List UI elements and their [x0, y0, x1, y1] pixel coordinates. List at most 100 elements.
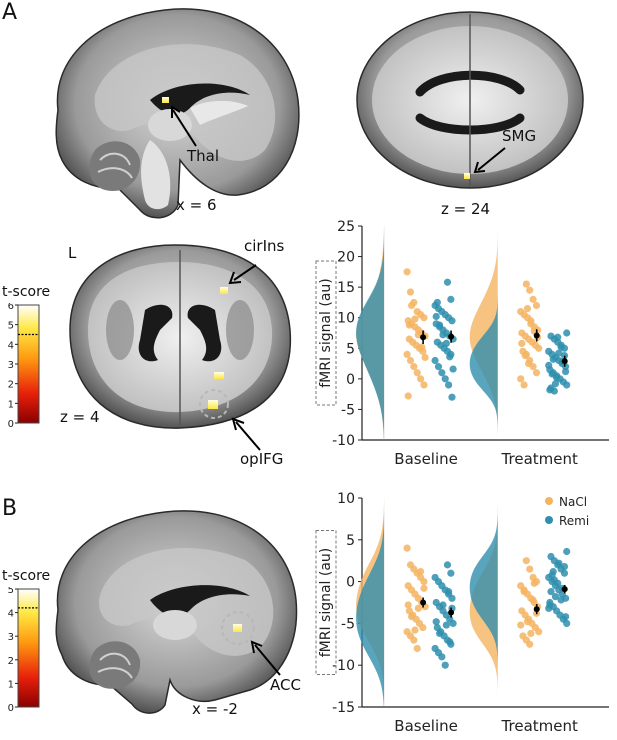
data-point-remi — [446, 353, 454, 361]
y-tick-label: -5 — [341, 616, 355, 632]
data-point-remi — [554, 333, 562, 341]
colorbar-tick-label: 1 — [8, 679, 14, 690]
data-point-nacl — [522, 557, 530, 565]
data-point-remi — [555, 349, 563, 357]
data-point-remi — [439, 331, 447, 339]
data-point-remi — [449, 619, 457, 627]
data-point-remi — [448, 594, 456, 602]
data-point-nacl — [414, 604, 422, 612]
data-point-nacl — [520, 588, 528, 596]
side-label-left: L — [68, 244, 77, 262]
y-tick-label: 5 — [346, 533, 355, 549]
data-point-remi — [434, 363, 443, 371]
colorbar-tick-label: 0 — [8, 703, 14, 714]
data-point-nacl — [406, 288, 415, 296]
data-point-nacl — [405, 321, 413, 329]
data-point-nacl — [420, 578, 428, 586]
data-point-nacl — [420, 381, 428, 389]
legend-label-nacl: NaCl — [559, 495, 587, 509]
data-point-nacl — [523, 304, 532, 313]
data-point-nacl — [518, 339, 526, 347]
data-point-remi — [551, 380, 560, 388]
data-point-remi — [438, 369, 446, 377]
data-point-nacl — [408, 613, 416, 621]
y-tick-label: 10 — [337, 491, 355, 507]
data-point-nacl — [530, 579, 538, 587]
annotation-arrows — [171, 105, 506, 676]
colorbar-tick-label: 6 — [8, 303, 14, 312]
data-point-nacl — [532, 301, 541, 310]
data-point-nacl — [529, 295, 537, 303]
data-point-remi — [546, 386, 554, 394]
mean-marker-remi — [561, 586, 568, 593]
y-tick-label: -10 — [332, 433, 355, 449]
data-point-nacl — [521, 352, 529, 360]
data-point-remi — [549, 567, 557, 576]
data-point-nacl — [410, 363, 418, 371]
data-point-remi — [563, 329, 571, 337]
colorbar-tick-label: 3 — [8, 360, 14, 371]
y-tick-label: 25 — [337, 219, 355, 235]
annotation-cirins: cirIns — [244, 237, 285, 255]
data-point-remi — [563, 619, 571, 627]
data-point-remi — [547, 588, 555, 596]
mean-marker-nacl — [533, 332, 540, 339]
data-point-remi — [445, 588, 453, 596]
colorbar-a: 6 5 4 3 2 1 0 — [8, 303, 40, 430]
data-point-remi — [442, 339, 450, 347]
data-point-remi — [560, 562, 569, 571]
y-tick-label: 20 — [337, 250, 355, 266]
data-point-nacl — [404, 601, 412, 609]
y-tick-label: 0 — [346, 575, 355, 591]
data-point-remi — [436, 629, 444, 638]
y-tick-label: 15 — [337, 280, 355, 296]
y-tick-label: 10 — [337, 311, 355, 327]
y-tick-label: -5 — [341, 402, 355, 418]
y-axis-label: fMRI signal (au) — [318, 278, 334, 388]
data-point-remi — [551, 593, 560, 601]
brain-sagittal-b — [55, 510, 298, 714]
data-point-remi — [432, 618, 440, 626]
x-category-label: Treatment — [501, 717, 578, 735]
data-point-remi — [443, 278, 452, 286]
colorbar-gradient — [17, 588, 40, 708]
data-point-nacl — [421, 353, 429, 362]
slice-label-xm2: x = -2 — [192, 700, 238, 718]
data-point-nacl — [535, 628, 543, 636]
data-point-nacl — [410, 636, 418, 644]
legend-marker-remi — [545, 516, 553, 524]
data-point-remi — [446, 638, 454, 646]
mean-marker-nacl — [420, 334, 427, 341]
data-point-nacl — [413, 644, 421, 653]
data-point-nacl — [414, 331, 422, 339]
y-tick-label: 5 — [346, 341, 355, 357]
data-point-nacl — [406, 356, 415, 365]
data-point-remi — [447, 569, 455, 577]
data-point-remi — [546, 601, 554, 609]
data-point-nacl — [522, 280, 530, 288]
data-point-remi — [545, 361, 553, 370]
annotation-acc: ACC — [270, 676, 301, 694]
annotation-thal: Thal — [187, 147, 220, 165]
brain-sagittal-a — [55, 8, 300, 219]
data-point-nacl — [535, 344, 543, 352]
data-point-remi — [560, 352, 569, 360]
data-point-remi — [439, 601, 447, 609]
colorbar-tick-label: 3 — [8, 632, 14, 643]
colorbar-tick-label: 2 — [8, 656, 14, 667]
data-point-remi — [448, 317, 456, 325]
mean-marker-nacl — [533, 606, 540, 613]
y-axis-label: fMRI signal (au) — [318, 548, 334, 658]
data-point-nacl — [417, 375, 425, 383]
data-point-nacl — [403, 544, 411, 552]
data-point-nacl — [532, 369, 541, 377]
mean-marker-remi — [448, 333, 455, 340]
data-point-remi — [445, 381, 453, 389]
data-point-remi — [555, 559, 563, 567]
data-point-remi — [448, 393, 456, 401]
data-point-nacl — [417, 567, 425, 576]
data-point-remi — [557, 596, 565, 604]
slice-label-z24: z = 24 — [441, 200, 491, 218]
chart-panel-a: 25 20 15 10 5 0 -5 -10 fMRI signal (au) Baseline T… — [315, 219, 609, 468]
